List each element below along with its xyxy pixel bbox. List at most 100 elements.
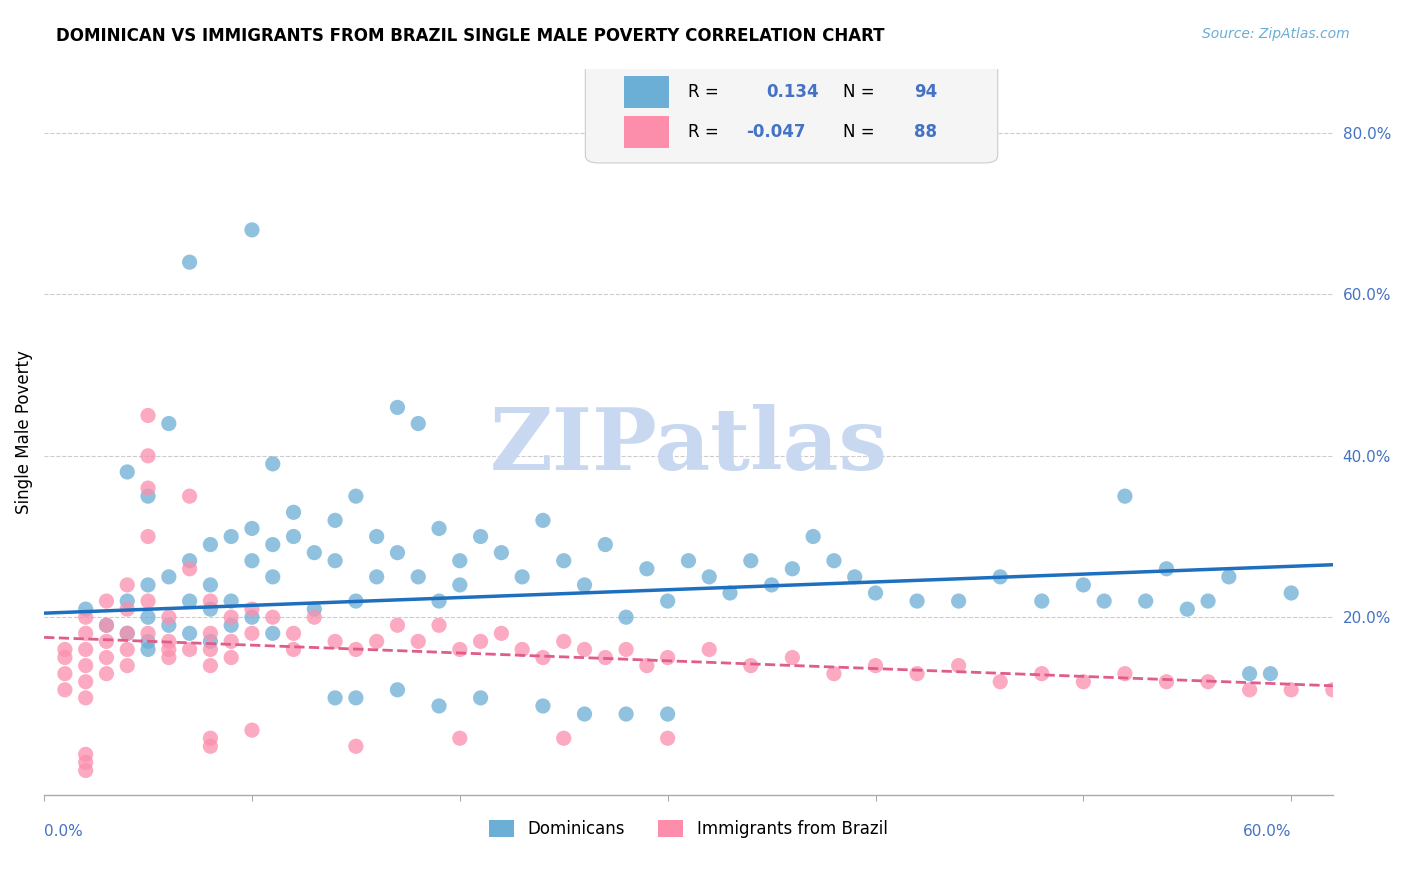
Dominicans [406,417,429,431]
FancyBboxPatch shape [585,54,998,163]
Dominicans [865,586,887,600]
Dominicans [406,570,429,584]
Immigrants from Brazil [510,642,533,657]
Dominicans [117,465,139,479]
Dominicans [801,529,824,543]
Immigrants from Brazil [219,634,242,648]
Dominicans [323,554,346,568]
Immigrants from Brazil [614,642,637,657]
Dominicans [387,401,409,415]
Immigrants from Brazil [865,658,887,673]
Dominicans [510,570,533,584]
Immigrants from Brazil [53,682,76,697]
Immigrants from Brazil [574,642,596,657]
Dominicans [636,562,658,576]
Immigrants from Brazil [240,626,263,640]
Immigrants from Brazil [988,674,1011,689]
Dominicans [595,538,617,552]
Dominicans [761,578,783,592]
Immigrants from Brazil [1239,682,1261,697]
Dominicans [157,570,180,584]
Immigrants from Brazil [657,731,679,746]
Dominicans [219,594,242,608]
Dominicans [1175,602,1198,616]
Immigrants from Brazil [96,618,118,632]
Immigrants from Brazil [283,626,305,640]
Dominicans [283,505,305,519]
Dominicans [387,546,409,560]
Dominicans [75,602,97,616]
Dominicans [262,626,284,640]
Text: 0.0%: 0.0% [44,823,83,838]
Immigrants from Brazil [75,690,97,705]
Dominicans [905,594,928,608]
Dominicans [200,538,222,552]
Immigrants from Brazil [1197,674,1219,689]
Dominicans [219,618,242,632]
Immigrants from Brazil [283,642,305,657]
Immigrants from Brazil [1279,682,1302,697]
Immigrants from Brazil [323,634,346,648]
Immigrants from Brazil [219,650,242,665]
Dominicans [1239,666,1261,681]
Dominicans [344,594,367,608]
Immigrants from Brazil [53,650,76,665]
Dominicans [531,513,554,527]
Bar [624,116,669,148]
Dominicans [157,618,180,632]
Text: -0.047: -0.047 [747,123,806,142]
Text: R =: R = [689,84,720,102]
Dominicans [844,570,866,584]
Dominicans [323,513,346,527]
Dominicans [1073,578,1095,592]
Dominicans [1156,562,1178,576]
Immigrants from Brazil [240,602,263,616]
Dominicans [491,546,513,560]
Immigrants from Brazil [200,642,222,657]
Immigrants from Brazil [1322,682,1344,697]
Dominicans [219,529,242,543]
Dominicans [304,546,326,560]
Dominicans [657,594,679,608]
Immigrants from Brazil [157,610,180,624]
Immigrants from Brazil [449,731,471,746]
Dominicans [200,578,222,592]
Dominicans [1031,594,1053,608]
Text: 0.134: 0.134 [766,84,818,102]
Dominicans [470,529,492,543]
Immigrants from Brazil [1114,666,1136,681]
Dominicans [366,570,388,584]
Immigrants from Brazil [304,610,326,624]
Dominicans [574,578,596,592]
Immigrants from Brazil [117,578,139,592]
Immigrants from Brazil [117,602,139,616]
Immigrants from Brazil [53,642,76,657]
Immigrants from Brazil [75,642,97,657]
Text: ZIPatlas: ZIPatlas [489,404,887,488]
Dominicans [387,682,409,697]
Dominicans [240,223,263,237]
Dominicans [344,489,367,503]
Dominicans [782,562,804,576]
Immigrants from Brazil [96,650,118,665]
Dominicans [1279,586,1302,600]
Dominicans [262,538,284,552]
Immigrants from Brazil [75,764,97,778]
Immigrants from Brazil [157,650,180,665]
Dominicans [136,610,159,624]
Dominicans [323,690,346,705]
Dominicans [240,610,263,624]
Dominicans [1218,570,1240,584]
Dominicans [157,417,180,431]
Immigrants from Brazil [136,409,159,423]
Dominicans [1260,666,1282,681]
Dominicans [240,521,263,535]
Immigrants from Brazil [179,562,201,576]
Dominicans [344,690,367,705]
Immigrants from Brazil [136,626,159,640]
Text: 60.0%: 60.0% [1243,823,1291,838]
Dominicans [200,602,222,616]
Dominicans [179,626,201,640]
Text: 88: 88 [914,123,936,142]
Immigrants from Brazil [344,739,367,754]
